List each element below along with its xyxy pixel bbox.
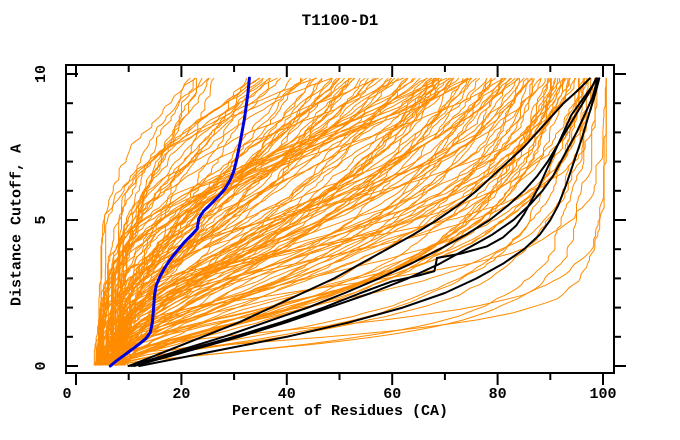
ensemble-curve <box>109 77 248 366</box>
ensemble-curve <box>114 77 535 366</box>
ensemble-curve <box>120 78 548 366</box>
ensemble-curve <box>111 77 414 366</box>
ensemble-curve <box>96 77 323 366</box>
ensemble-curve <box>108 78 607 366</box>
ensemble-curve <box>95 77 197 366</box>
ensemble-curve <box>116 77 454 366</box>
ensemble-curve <box>112 77 469 366</box>
ensemble-curve <box>109 78 592 366</box>
ensemble-curve <box>101 77 318 366</box>
ensemble-curve <box>119 77 437 366</box>
ensemble-curve <box>122 77 496 366</box>
plot-frame <box>65 64 626 385</box>
ensemble-curve <box>119 77 557 366</box>
x-tick-label: 0 <box>62 386 71 403</box>
ensemble-curve <box>123 78 520 366</box>
ensemble-curve <box>95 77 383 366</box>
ensemble-curve <box>97 77 392 366</box>
curves-layer <box>93 76 607 368</box>
black-model-curve-3 <box>133 77 599 367</box>
ensemble-curve <box>119 77 552 366</box>
ensemble-curve <box>99 78 468 366</box>
black-model-curve-4 <box>138 77 601 367</box>
ensemble-curve <box>107 77 375 366</box>
y-tick-label: 10 <box>33 65 50 83</box>
ensemble-curve <box>100 78 588 366</box>
tick-labels: 0 20 40 60 80 100 0 5 10 <box>33 65 617 403</box>
y-tick-label: 0 <box>33 361 50 370</box>
ensemble-curve <box>101 78 561 366</box>
chart-title: T1100-D1 <box>301 12 379 30</box>
ensemble-curve <box>114 77 379 366</box>
ensemble-curve <box>94 77 511 366</box>
ensemble-curve <box>116 78 580 366</box>
x-tick-label: 40 <box>278 386 296 403</box>
ensemble-curve <box>108 77 507 366</box>
ensemble-curve <box>107 77 532 366</box>
black-model-curve-1 <box>127 77 598 367</box>
ensemble-curve <box>98 77 566 366</box>
ensemble-curve <box>114 78 464 366</box>
x-tick-label: 80 <box>489 386 507 403</box>
ensemble-curve <box>119 77 433 366</box>
ensemble-curve <box>122 77 215 366</box>
x-tick-label: 20 <box>172 386 190 403</box>
x-tick-label: 100 <box>589 386 616 403</box>
ensemble-curve <box>118 77 473 366</box>
y-tick-label: 5 <box>33 215 50 224</box>
ensemble-curve <box>114 78 597 366</box>
black-model-curve-5 <box>130 77 598 367</box>
ensemble-curve <box>123 77 528 366</box>
ensemble-curve <box>113 77 333 366</box>
ensemble-curve <box>97 77 469 366</box>
ensemble-curve <box>117 77 586 366</box>
blue-reference-curve <box>108 76 251 368</box>
ensemble-curve <box>107 77 196 366</box>
ensemble-curve <box>116 77 407 366</box>
ensemble-curve <box>120 77 272 366</box>
ensemble-curve <box>95 77 453 366</box>
black-model-curve-2 <box>127 77 591 367</box>
ensemble-curve <box>127 77 571 366</box>
ensemble-curve <box>108 77 436 366</box>
ensemble-curve <box>110 77 356 366</box>
x-tick-label: 60 <box>383 386 401 403</box>
x-axis-title: Percent of Residues (CA) <box>231 403 449 420</box>
ensemble-curve <box>100 77 450 366</box>
ensemble-curve <box>119 77 503 366</box>
ensemble-curve <box>99 77 542 366</box>
ensemble-curve <box>111 77 352 366</box>
